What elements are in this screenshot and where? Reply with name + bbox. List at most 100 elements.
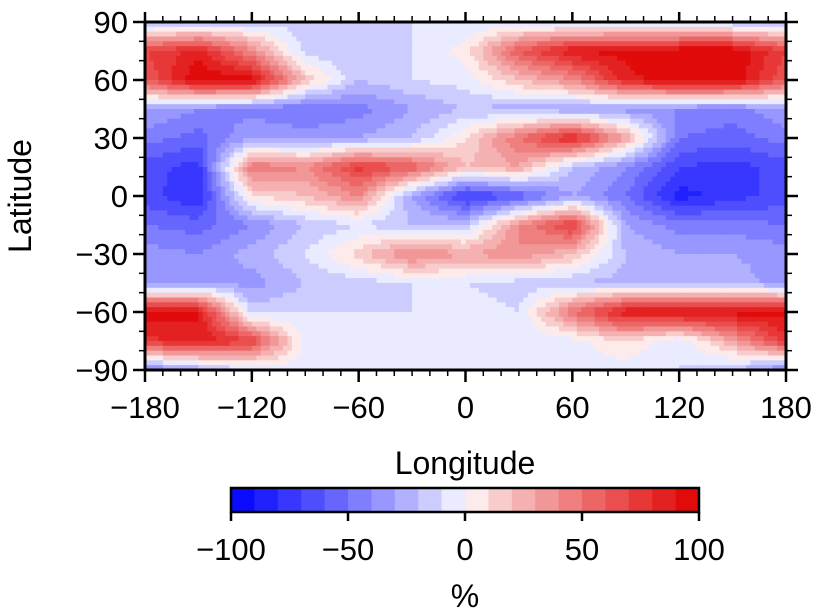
heatmap-cell xyxy=(185,162,191,168)
heatmap-cell xyxy=(412,181,418,187)
heatmap-cell xyxy=(336,128,342,134)
heatmap-cell xyxy=(737,60,743,67)
heatmap-cell xyxy=(149,176,155,183)
heatmap-cell xyxy=(554,94,560,100)
heatmap-cell xyxy=(474,152,480,158)
heatmap-cell xyxy=(692,31,698,38)
heatmap-cell xyxy=(514,142,520,149)
heatmap-cell xyxy=(398,162,404,168)
heatmap-cell xyxy=(741,157,747,163)
heatmap-cell xyxy=(465,55,471,62)
heatmap-cell xyxy=(376,123,382,129)
heatmap-cell xyxy=(705,41,711,47)
heatmap-cell xyxy=(287,152,293,158)
heatmap-cell xyxy=(505,41,511,47)
heatmap-cell xyxy=(296,147,302,154)
heatmap-cell xyxy=(514,118,520,125)
heatmap-cell xyxy=(777,104,783,110)
heatmap-cell xyxy=(211,41,217,47)
heatmap-cell xyxy=(750,152,756,158)
heatmap-cell xyxy=(429,36,435,42)
heatmap-cell xyxy=(625,157,631,163)
heatmap-cell xyxy=(247,162,253,168)
heatmap-cell xyxy=(425,147,431,154)
heatmap-cell xyxy=(185,147,191,154)
heatmap-cell xyxy=(461,60,467,67)
heatmap-cell xyxy=(367,186,373,192)
heatmap-cell xyxy=(438,104,444,110)
heatmap-cell xyxy=(314,22,320,28)
heatmap-cell xyxy=(305,104,311,110)
heatmap-cell xyxy=(514,186,520,192)
heatmap-cell xyxy=(474,46,480,52)
heatmap-cell xyxy=(656,22,662,28)
heatmap-cell xyxy=(514,22,520,28)
heatmap-cell xyxy=(541,104,547,110)
heatmap-cell xyxy=(545,123,551,129)
heatmap-cell xyxy=(532,118,538,125)
heatmap-cell xyxy=(607,181,613,187)
heatmap-cell xyxy=(563,70,569,76)
heatmap-cell xyxy=(193,147,200,154)
heatmap-cell xyxy=(407,99,413,105)
heatmap-cell xyxy=(581,157,587,163)
heatmap-cell xyxy=(452,51,458,57)
heatmap-cell xyxy=(639,152,645,158)
heatmap-cell xyxy=(398,133,404,139)
heatmap-cell xyxy=(514,41,520,47)
heatmap-cell xyxy=(679,65,685,71)
heatmap-cell xyxy=(616,133,622,139)
heatmap-cell xyxy=(202,152,208,158)
heatmap-cell xyxy=(367,167,373,173)
heatmap-cell xyxy=(469,22,476,28)
heatmap-cell xyxy=(220,171,226,178)
heatmap-cell xyxy=(287,55,293,62)
heatmap-cell xyxy=(558,109,565,115)
heatmap-cell xyxy=(572,152,578,158)
heatmap-cell xyxy=(652,167,658,173)
heatmap-cell xyxy=(554,51,560,57)
heatmap-cell xyxy=(349,171,355,178)
heatmap-cell xyxy=(777,41,783,47)
heatmap-cell xyxy=(394,41,400,47)
heatmap-cell xyxy=(274,138,280,144)
heatmap-cell xyxy=(376,152,382,158)
heatmap-cell xyxy=(483,51,489,57)
heatmap-cell xyxy=(167,171,173,178)
heatmap-cell xyxy=(674,133,680,139)
heatmap-cell xyxy=(416,99,422,105)
heatmap-cell xyxy=(714,41,720,47)
heatmap-cell xyxy=(492,51,498,57)
heatmap-cell xyxy=(380,176,386,183)
heatmap-cell xyxy=(639,84,645,91)
heatmap-cell xyxy=(554,26,560,33)
heatmap-cell xyxy=(469,31,476,38)
heatmap-cell xyxy=(474,162,480,168)
heatmap-cell xyxy=(665,128,671,134)
heatmap-cell xyxy=(679,26,685,33)
heatmap-cell xyxy=(309,60,315,67)
heatmap-cell xyxy=(162,162,168,168)
heatmap-cell xyxy=(550,75,556,81)
heatmap-cell xyxy=(648,171,654,178)
heatmap-cell xyxy=(158,99,164,105)
heatmap-cell xyxy=(265,75,271,81)
heatmap-cell xyxy=(291,147,297,154)
heatmap-cell xyxy=(278,99,284,105)
heatmap-cell xyxy=(763,70,769,76)
heatmap-cell xyxy=(282,171,289,178)
heatmap-cell xyxy=(162,128,168,134)
heatmap-cell xyxy=(318,41,324,47)
heatmap-cell xyxy=(274,123,280,129)
heatmap-cell xyxy=(679,84,685,91)
heatmap-cell xyxy=(389,31,395,38)
heatmap-cell xyxy=(207,113,213,120)
heatmap-cell xyxy=(754,46,760,52)
heatmap-cell xyxy=(282,46,289,52)
heatmap-cell xyxy=(260,51,266,57)
heatmap-cell xyxy=(443,75,449,81)
heatmap-cell xyxy=(327,41,333,47)
heatmap-cell xyxy=(331,142,338,149)
heatmap-cell xyxy=(323,55,329,62)
heatmap-cell xyxy=(354,26,360,33)
